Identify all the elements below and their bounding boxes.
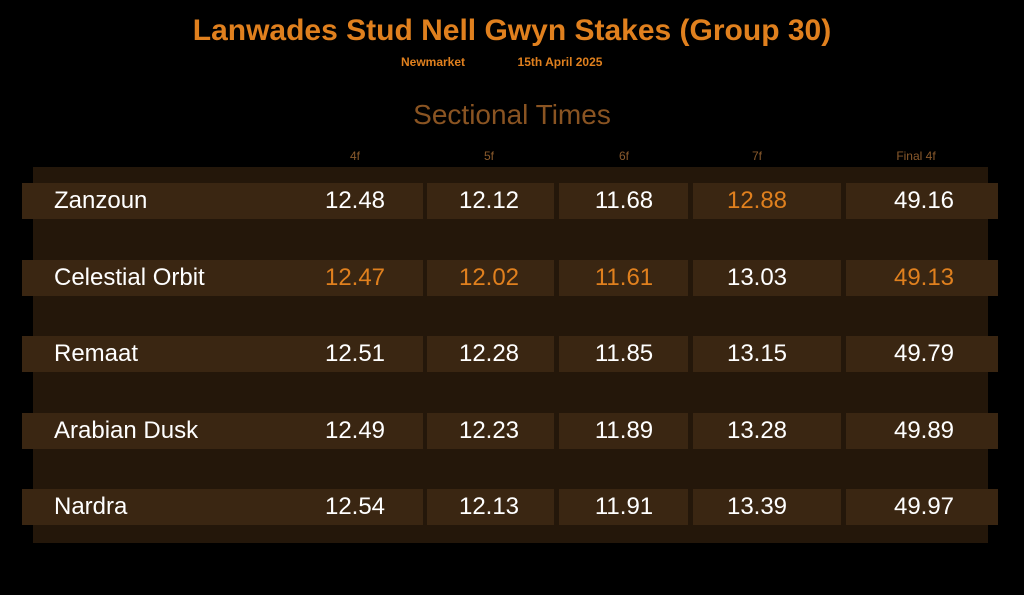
time-cell: 13.03: [726, 263, 788, 291]
time-cell: 12.48: [324, 187, 386, 214]
time-cell: 12.49: [324, 416, 386, 444]
row-band: [22, 183, 423, 219]
time-cell: 11.89: [594, 416, 654, 444]
row-band: [693, 489, 841, 525]
table-title: Sectional Times: [413, 99, 611, 130]
row-band: [559, 489, 688, 525]
column-header: 6f: [618, 149, 629, 163]
row-band: [559, 259, 688, 296]
row-band: [427, 412, 554, 449]
horse-name: Arabian Dusk: [54, 416, 199, 444]
column-header: 7f: [751, 149, 762, 163]
time-cell: 13.15: [726, 340, 788, 367]
time-cell: 49.89: [893, 416, 955, 444]
row-band: [846, 259, 998, 296]
time-cell: 12.13: [458, 493, 520, 520]
row-band: [559, 183, 688, 219]
time-cell: 12.02: [458, 263, 520, 291]
time-cell: 13.28: [726, 416, 788, 444]
time-cell: 12.23: [458, 416, 520, 444]
column-header: Final 4f: [896, 149, 936, 163]
row-band: [693, 336, 841, 372]
row-band: [427, 336, 554, 372]
time-cell: 11.61: [594, 263, 654, 291]
time-cell: 13.39: [726, 493, 788, 520]
time-cell: 11.68: [594, 187, 654, 214]
row-band: [693, 183, 841, 219]
venue: Newmarket: [400, 55, 466, 69]
date: 15th April 2025: [517, 55, 603, 69]
horse-name: Celestial Orbit: [54, 263, 205, 291]
time-cell: 12.88: [726, 187, 788, 214]
horse-name: Nardra: [54, 493, 128, 520]
horse-name: Zanzoun: [54, 187, 148, 214]
time-cell: 12.51: [324, 340, 386, 367]
row-band: [693, 412, 841, 449]
row-band: [22, 412, 423, 449]
row-band: [559, 412, 688, 449]
row-band: [846, 336, 998, 372]
row-band: [846, 412, 998, 449]
row-band: [693, 259, 841, 296]
time-cell: 11.85: [594, 340, 654, 367]
column-header: 4f: [349, 149, 360, 163]
time-cell: 12.12: [458, 187, 520, 214]
row-band: [22, 336, 423, 372]
time-cell: 49.79: [893, 340, 955, 367]
time-cell: 49.16: [893, 187, 955, 214]
time-cell: 12.54: [324, 493, 386, 520]
row-band: [427, 183, 554, 219]
row-band: [22, 259, 423, 296]
time-cell: 11.91: [594, 493, 654, 520]
column-header: 5f: [483, 149, 494, 163]
horse-name: Remaat: [54, 340, 139, 367]
row-band: [846, 489, 998, 525]
time-cell: 49.97: [893, 493, 955, 520]
time-cell: 49.13: [893, 263, 955, 291]
row-band: [427, 259, 554, 296]
row-band: [559, 336, 688, 372]
time-cell: 12.47: [324, 263, 386, 291]
time-cell: 12.28: [458, 340, 520, 367]
row-band: [22, 489, 423, 525]
row-band: [846, 183, 998, 219]
title: Lanwades Stud Nell Gwyn Stakes (Group 30…: [192, 14, 832, 47]
row-band: [427, 489, 554, 525]
